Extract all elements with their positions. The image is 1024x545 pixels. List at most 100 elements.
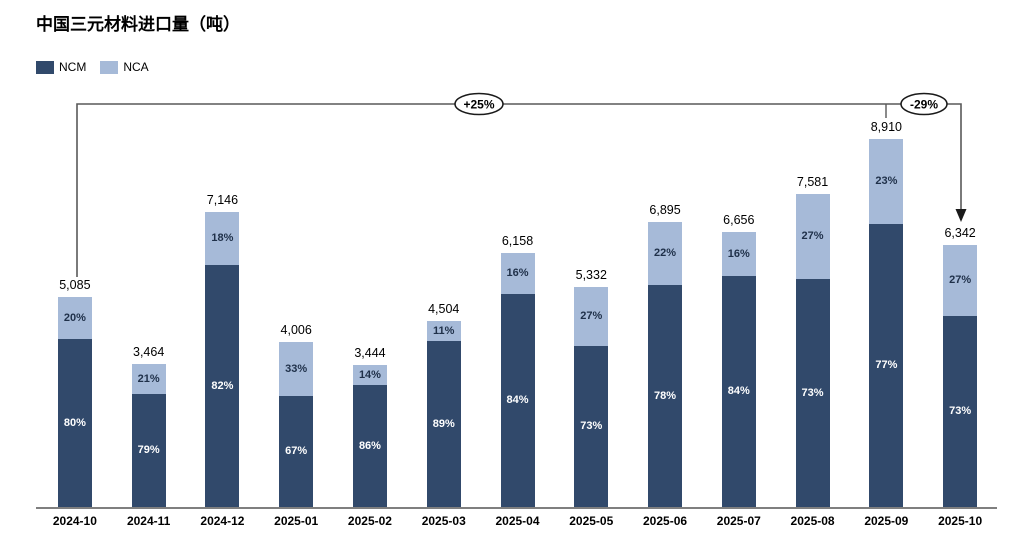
percent-label-ncm: 80% [63,416,86,429]
arrow-down-icon [955,209,967,222]
percent-label-ncm: 77% [875,359,898,371]
percent-label-nca: 21% [137,372,160,385]
bar-column-2025-07: 16% 84% [721,232,756,507]
bar-segment-ncm: 77% [869,224,904,507]
bar-total-label: 8,910 [870,120,902,134]
percent-label-ncm: 73% [580,420,603,432]
bar-total-label: 4,006 [280,323,312,337]
percent-label-nca: 18% [211,232,234,244]
bar-segment-nca: 22% [648,222,683,285]
bar-column-2025-08: 27% 73% [795,194,830,507]
bar-segment-nca: 27% [574,287,609,346]
bar-segment-nca: 33% [279,342,314,396]
x-axis-label: 2024-10 [52,514,97,528]
bar-segment-ncm: 73% [795,279,830,507]
percent-label-nca: 16% [727,247,750,260]
bar-column-2025-01: 33% 67% [279,342,314,507]
bar-segment-ncm: 82% [205,265,240,507]
mom-badge-label: -29% [910,98,938,112]
x-axis-label: 2024-12 [200,514,245,528]
bar-segment-nca: 16% [721,232,756,276]
bar-column-2025-04: 16% 84% [500,253,535,507]
bar-segment-ncm: 80% [57,339,92,507]
percent-label-nca: 20% [63,311,86,324]
yoy-badge [454,92,504,116]
bar-column-2025-09: 23% 77% [869,139,904,507]
percent-label-ncm: 73% [949,405,972,417]
x-axis-label: 2025-06 [643,514,688,528]
bar-segment-ncm: 73% [943,316,978,507]
percent-label-nca: 27% [580,310,603,322]
percent-label-nca: 23% [875,175,898,187]
percent-label-nca: 14% [358,368,381,381]
bar-segment-nca: 14% [352,365,387,385]
bar-segment-ncm: 79% [131,394,166,507]
mom-badge [900,92,948,116]
legend-label-ncm: NCM [59,60,87,74]
bar-segment-ncm: 73% [574,346,609,507]
bar-column-2024-10: 20% 80% [57,297,92,507]
bar-total-label: 5,085 [59,278,91,292]
bar-segment-ncm: 89% [426,341,461,507]
bar-segment-nca: 21% [131,364,166,394]
x-axis-label: 2025-10 [938,514,983,528]
bar-segment-ncm: 78% [648,285,683,507]
legend-swatch-ncm [36,60,54,74]
bar-column-2025-05: 27% 73% [574,287,609,507]
x-axis-label: 2025-01 [274,514,319,528]
percent-label-nca: 33% [285,362,308,375]
bar-segment-nca: 11% [426,321,461,341]
x-axis-label: 2025-09 [864,514,909,528]
bar-total-label: 4,504 [428,302,460,316]
legend: NCM NCA [36,60,163,74]
percent-label-ncm: 79% [137,444,160,456]
bar-segment-ncm: 67% [279,396,314,507]
bar-segment-ncm: 84% [721,276,756,507]
percent-label-ncm: 86% [358,439,381,452]
x-axis-label: 2025-04 [495,514,540,528]
bar-column-2025-06: 22% 78% [648,222,683,507]
bar-total-label: 6,158 [501,234,534,248]
chart-title: 中国三元材料进口量（吨） [36,15,240,34]
percent-label-ncm: 82% [211,379,234,392]
x-axis-label: 2025-08 [790,514,835,528]
bar-column-2025-03: 11% 89% [426,321,461,507]
bar-segment-nca: 18% [205,212,240,265]
bar-total-label: 7,581 [796,175,829,189]
bar-segment-nca: 23% [869,139,904,224]
bar-segment-ncm: 86% [352,385,387,507]
legend-label-nca: NCA [123,60,149,74]
percent-label-ncm: 67% [285,445,308,457]
percent-label-ncm: 78% [654,389,677,402]
bar-segment-nca: 27% [795,194,830,279]
bar-segment-nca: 27% [943,245,978,316]
x-axis-line [36,507,997,509]
bar-segment-nca: 20% [57,297,92,339]
x-axis-label: 2025-05 [569,514,614,528]
percent-label-ncm: 73% [801,386,824,399]
bar-total-label: 6,895 [649,203,681,217]
percent-label-nca: 16% [506,267,529,279]
yoy-badge-label: +25% [463,98,494,112]
bar-total-label: 6,656 [723,213,755,227]
bar-column-2024-12: 18% 82% [205,212,240,507]
x-axis-label: 2025-02 [347,514,392,528]
bar-column-2024-11: 21% 79% [131,364,166,507]
percent-label-ncm: 89% [432,417,455,430]
x-axis-label: 2025-07 [716,514,761,528]
percent-label-nca: 27% [949,274,972,286]
bar-total-label: 3,464 [133,345,165,359]
legend-swatch-nca [100,60,119,74]
bar-segment-nca: 16% [500,253,535,294]
bar-total-label: 5,332 [575,268,607,282]
percent-label-nca: 27% [801,230,824,242]
percent-label-ncm: 84% [727,385,750,397]
bar-total-label: 6,342 [944,226,976,240]
percent-label-nca: 22% [654,247,677,259]
x-axis-label: 2024-11 [126,514,171,528]
percent-label-nca: 11% [433,324,455,337]
bar-total-label: 7,146 [206,193,239,207]
x-axis-label: 2025-03 [421,514,466,528]
bar-column-2025-10: 27% 73% [943,245,978,507]
